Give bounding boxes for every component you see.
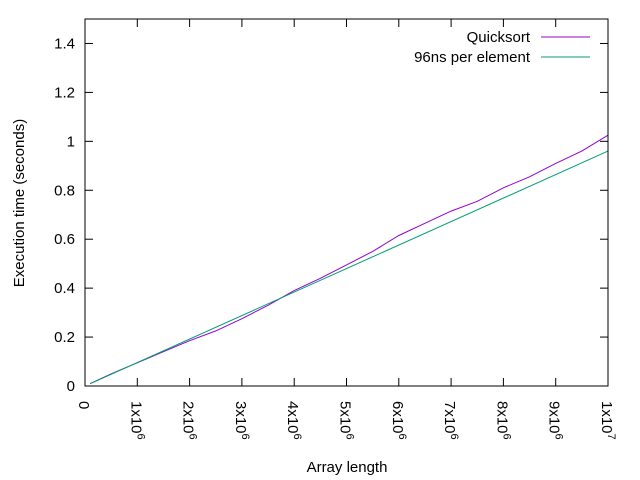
x-tick-label: 6x106: [389, 401, 408, 440]
x-tick-label: 2x106: [180, 401, 199, 440]
y-tick-label: 0.8: [54, 182, 75, 199]
x-tick-label: 8x106: [493, 401, 512, 440]
y-axis-label: Execution time (seconds): [11, 119, 28, 287]
x-tick-label: 1x107: [598, 401, 617, 440]
y-tick-label: 0: [67, 378, 75, 395]
y-tick-label: 0.2: [54, 329, 75, 346]
series-layer: [89, 134, 609, 385]
legend-label-1: 96ns per element: [414, 49, 531, 66]
legend: Quicksort 96ns per element: [414, 29, 590, 66]
y-tick-label: 1.2: [54, 84, 75, 101]
x-tick-label: 5x106: [337, 401, 356, 440]
y-tick-label: 0.4: [54, 280, 75, 297]
x-tick-label: 4x106: [284, 401, 303, 440]
x-tick-label: 0: [75, 401, 92, 409]
plot-frame: [84, 18, 609, 387]
y-tick-label: 1: [67, 133, 75, 150]
legend-label-0: Quicksort: [467, 29, 531, 46]
y-tick-label: 0.6: [54, 231, 75, 248]
x-tick-label: 1x106: [127, 401, 146, 440]
x-tick-label: 7x106: [441, 401, 460, 440]
x-tick-label: 3x106: [232, 401, 251, 440]
y-tick-label: 1.4: [54, 35, 75, 52]
series-line-1: [89, 150, 609, 385]
x-tick-label: 9x106: [546, 401, 565, 440]
ticks-layer: 0 0.2 0.4 0.6 0.8 1 1.2 1.4 0 1x106 2x106 3x106 4x10…: [54, 19, 617, 440]
series-line-0: [89, 134, 609, 385]
x-axis-label: Array length: [307, 459, 388, 476]
